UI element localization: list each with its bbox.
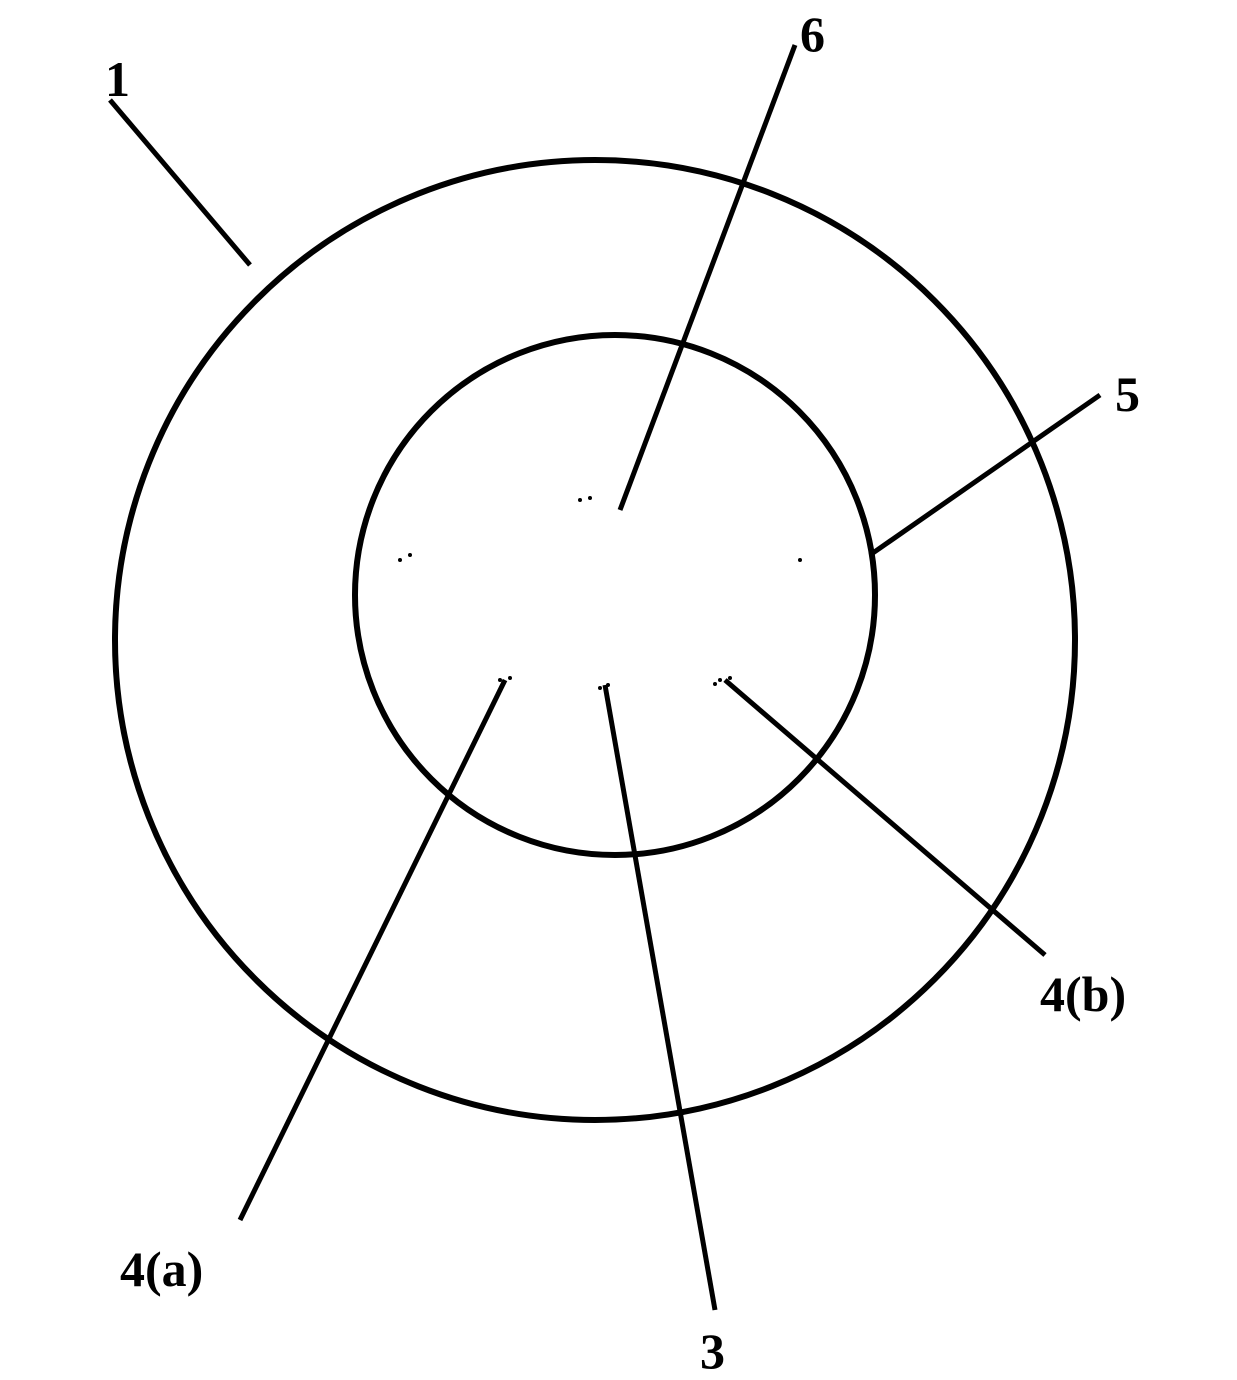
label-5: 5 (1115, 365, 1140, 423)
dot-mark (408, 553, 412, 557)
label-4b: 4(b) (1040, 965, 1126, 1023)
diagram-svg (0, 0, 1237, 1374)
technical-diagram: 1 6 5 4(b) 3 4(a) (0, 0, 1237, 1374)
leader-line-4a (240, 680, 505, 1220)
label-1: 1 (105, 50, 130, 108)
label-6: 6 (800, 5, 825, 63)
label-4a: 4(a) (120, 1240, 203, 1298)
dot-mark (598, 686, 602, 690)
dot-mark (728, 676, 732, 680)
leader-line-4b (725, 680, 1045, 955)
dot-mark (498, 678, 502, 682)
circles-group (115, 160, 1075, 1120)
dot-mark (718, 678, 722, 682)
leader-line-3 (605, 685, 715, 1310)
leader-line-1 (110, 100, 250, 265)
dot-mark (508, 676, 512, 680)
dot-mark (588, 496, 592, 500)
dotted-marks-group (398, 496, 802, 690)
inner-circle (355, 335, 875, 855)
dot-mark (398, 558, 402, 562)
dot-mark (606, 683, 610, 687)
dot-mark (578, 498, 582, 502)
dot-mark (713, 682, 717, 686)
dot-mark (798, 558, 802, 562)
outer-circle (115, 160, 1075, 1120)
leader-line-6 (620, 45, 795, 510)
label-3: 3 (700, 1322, 725, 1380)
